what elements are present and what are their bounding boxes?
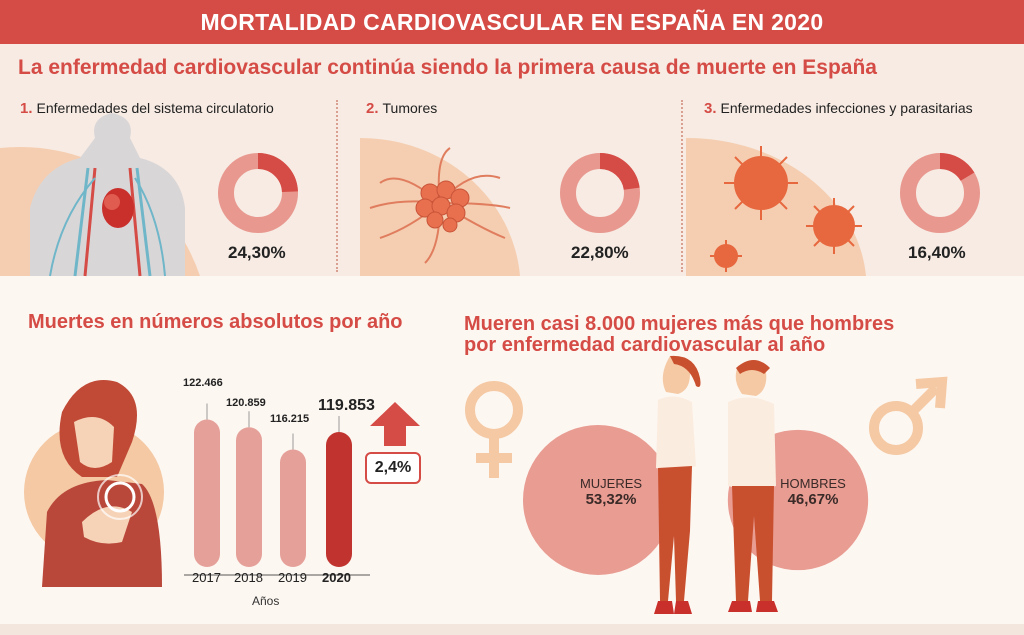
x-axis-title: Años [252, 594, 280, 608]
gender-section-title-line-2: por enfermedad cardiovascular al año [464, 334, 826, 356]
men-label: HOMBRES 46,67% [768, 476, 858, 508]
virus-icon [686, 137, 866, 276]
men-value: 46,67% [787, 491, 839, 508]
growth-badge: 2,4% [365, 452, 421, 484]
women-name: MUJERES [579, 476, 643, 491]
bar-2017 [194, 419, 220, 567]
footer-band [0, 624, 1024, 635]
donut-slice [560, 153, 640, 233]
cause-number: 2. [366, 100, 379, 117]
cause-name: Enfermedades infecciones y parasitarias [720, 100, 973, 116]
cause-3-label: 3. Enfermedades infecciones y parasitaria… [704, 100, 973, 117]
gender-section-title-line-1: Mueren casi 8.000 mujeres más que hombre… [464, 313, 895, 335]
bar-value-label-2019: 116.215 [270, 413, 310, 425]
bar-2020 [326, 432, 352, 567]
woman-figure-icon [654, 355, 701, 614]
cause-name: Tumores [382, 100, 438, 116]
cause-number: 3. [704, 100, 717, 117]
donut-chart-cause-2 [560, 153, 640, 233]
circle-mujeres [523, 425, 673, 575]
circulatory-system-icon [0, 113, 200, 277]
cause-2-label: 2. Tumores [366, 100, 437, 117]
men-name: HOMBRES [780, 476, 846, 491]
up-arrow-icon [370, 402, 420, 446]
year-label-2020: 2020 [322, 570, 351, 585]
year-label-2017: 2017 [192, 570, 221, 585]
cause-number: 1. [20, 100, 33, 117]
gender-circles-chart [523, 425, 869, 575]
donut-slice [218, 153, 298, 233]
man-figure-icon [728, 360, 778, 612]
divider [336, 100, 338, 272]
cause-1-label: 1. Enfermedades del sistema circulatorio [20, 100, 274, 117]
bar-value-label-2020: 119.853 [318, 397, 375, 414]
bar-value-label-2017: 122.466 [183, 377, 223, 389]
donut-chart-cause-1 [218, 153, 298, 233]
male-symbol-icon [869, 376, 948, 455]
donut-slice [900, 153, 980, 233]
women-value: 53,32% [585, 491, 637, 508]
tumor-icon [360, 137, 520, 276]
donut-chart-cause-3 [900, 153, 980, 233]
growth-value: 2,4% [374, 459, 412, 476]
year-label-2019: 2019 [278, 570, 307, 585]
page-title: MORTALIDAD CARDIOVASCULAR EN ESPAÑA EN 2… [0, 0, 1024, 44]
cause-1-percentage: 24,30% [228, 243, 286, 262]
bar-2018 [236, 427, 262, 567]
cause-2-percentage: 22,80% [571, 243, 629, 262]
subtitle: La enfermedad cardiovascular continúa si… [18, 56, 877, 79]
divider [681, 100, 683, 272]
year-label-2018: 2018 [234, 570, 263, 585]
cause-name: Enfermedades del sistema circulatorio [36, 100, 274, 116]
bar-2019 [280, 449, 306, 567]
deaths-section-title: Muertes en números absolutos por año [28, 311, 403, 333]
cause-3-percentage: 16,40% [908, 243, 966, 262]
deaths-bar-chart [184, 403, 370, 576]
chest-pain-person-icon [24, 380, 164, 587]
bar-value-label-2018: 120.859 [226, 397, 266, 409]
female-symbol-icon [465, 381, 523, 478]
women-label: MUJERES 53,32% [566, 476, 656, 508]
